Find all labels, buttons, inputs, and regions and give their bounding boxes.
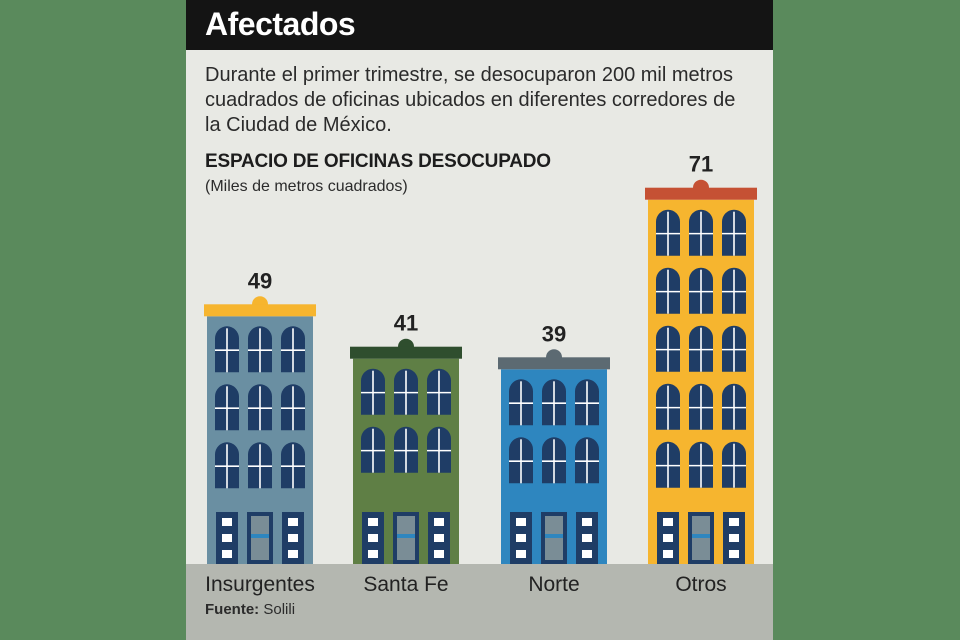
building-body-otros: [648, 199, 754, 564]
side-pane-left-0-otros: [663, 518, 673, 526]
side-pane-left-2-santa-fe: [368, 550, 378, 558]
side-pane-left-2-norte: [516, 550, 526, 558]
side-pane-right-2-norte: [582, 550, 592, 558]
side-pane-left-0-santa-fe: [368, 518, 378, 526]
side-pane-left-1-santa-fe: [368, 534, 378, 542]
side-pane-right-1-insurgentes: [288, 534, 298, 542]
side-pane-left-1-insurgentes: [222, 534, 232, 542]
category-label-santa-fe: Santa Fe: [363, 573, 448, 596]
side-pane-right-1-santa-fe: [434, 534, 444, 542]
ground-strip: [186, 564, 773, 640]
side-pane-left-2-insurgentes: [222, 550, 232, 558]
roof-santa-fe: [350, 346, 462, 359]
side-pane-left-1-otros: [663, 534, 673, 542]
door-handle-norte: [545, 534, 563, 538]
value-label-santa-fe: 41: [394, 311, 418, 336]
building-santa-fe: [350, 338, 462, 564]
side-pane-right-0-norte: [582, 518, 592, 526]
header-bar: Afectados: [186, 0, 773, 50]
page-title: Afectados: [205, 6, 356, 42]
building-otros: [645, 179, 757, 564]
side-pane-right-0-santa-fe: [434, 518, 444, 526]
source-value: Solili: [263, 601, 296, 618]
side-pane-right-1-otros: [729, 534, 739, 542]
door-handle-santa-fe: [397, 534, 415, 538]
side-pane-left-1-norte: [516, 534, 526, 542]
side-pane-left-0-insurgentes: [222, 518, 232, 526]
building-norte: [498, 349, 610, 564]
roof-otros: [645, 187, 757, 200]
source-note: Fuente: Solili: [205, 601, 295, 618]
roof-insurgentes: [204, 304, 316, 317]
side-pane-right-2-insurgentes: [288, 550, 298, 558]
roof-norte: [498, 357, 610, 370]
side-pane-right-2-santa-fe: [434, 550, 444, 558]
category-label-otros: Otros: [675, 573, 726, 596]
side-pane-left-0-norte: [516, 518, 526, 526]
value-label-norte: 39: [542, 321, 566, 346]
infographic-card: Afectados Durante el primer trimestre, s…: [186, 0, 773, 640]
side-pane-left-2-otros: [663, 550, 673, 558]
side-pane-right-0-insurgentes: [288, 518, 298, 526]
building-chart: 49 Insurgentes 41 Santa Fe 39 Norte 71 Otros: [204, 152, 757, 596]
side-pane-right-0-otros: [729, 518, 739, 526]
value-label-otros: 71: [689, 152, 713, 177]
door-handle-otros: [692, 534, 710, 538]
value-label-insurgentes: 49: [248, 268, 272, 293]
intro-text: Durante el primer trimestre, se desocupa…: [205, 64, 736, 136]
source-label: Fuente:: [205, 601, 260, 618]
category-label-insurgentes: Insurgentes: [205, 573, 315, 596]
chart-subtitle: (Miles de metros cuadrados): [205, 178, 408, 195]
category-label-norte: Norte: [528, 573, 579, 596]
building-insurgentes: [204, 296, 316, 564]
side-pane-right-1-norte: [582, 534, 592, 542]
door-handle-insurgentes: [251, 534, 269, 538]
side-pane-right-2-otros: [729, 550, 739, 558]
chart-title: ESPACIO DE OFICINAS DESOCUPADO: [205, 151, 551, 172]
